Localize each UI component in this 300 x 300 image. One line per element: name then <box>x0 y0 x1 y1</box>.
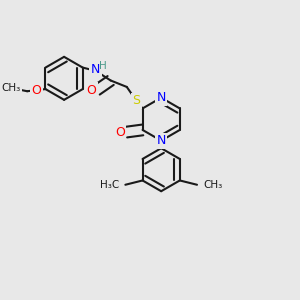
Text: N: N <box>157 134 166 147</box>
Text: CH₃: CH₃ <box>203 180 223 190</box>
Text: CH₃: CH₃ <box>2 83 21 93</box>
Text: N: N <box>91 63 100 76</box>
Text: O: O <box>86 84 96 97</box>
Text: H: H <box>99 61 107 71</box>
Text: O: O <box>115 126 125 139</box>
Text: H₃C: H₃C <box>100 180 119 190</box>
Text: S: S <box>133 94 140 107</box>
Text: S: S <box>133 94 140 107</box>
Text: N: N <box>157 134 166 147</box>
Text: O: O <box>115 126 125 139</box>
Text: O: O <box>32 84 41 97</box>
Text: N: N <box>157 91 166 104</box>
Text: CH₃: CH₃ <box>2 83 21 93</box>
Text: N: N <box>157 91 166 104</box>
Text: O: O <box>86 84 96 97</box>
Text: N: N <box>91 63 100 76</box>
Text: O: O <box>32 84 41 97</box>
